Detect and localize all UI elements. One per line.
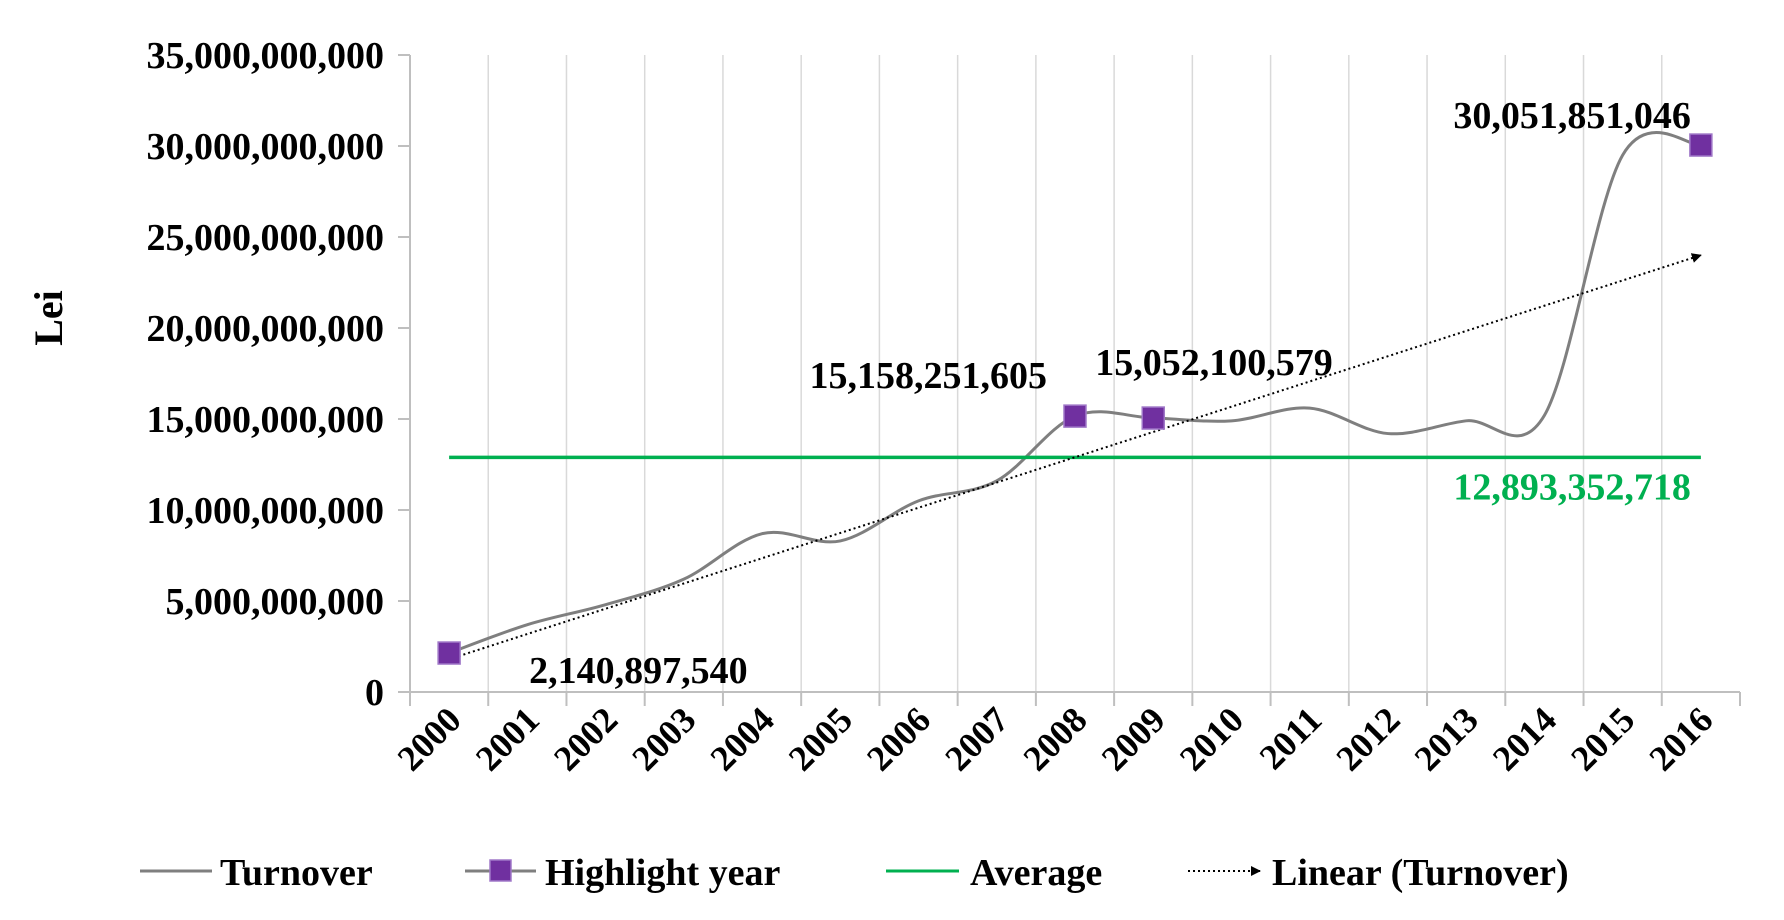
x-tick-label-2003: 2003	[624, 699, 703, 778]
legend-swatch-highlight-marker	[489, 859, 512, 882]
y-tick-label-7: 35,000,000,000	[147, 35, 385, 77]
x-tick-label-2015: 2015	[1563, 699, 1642, 778]
x-tick-label-2006: 2006	[859, 699, 938, 778]
data-label-3: 30,051,851,046	[1453, 95, 1691, 137]
y-tick-label-6: 30,000,000,000	[147, 126, 385, 168]
x-tick-label-2010: 2010	[1172, 699, 1251, 778]
y-tick-label-3: 15,000,000,000	[147, 399, 385, 441]
x-tick-label-2004: 2004	[703, 699, 782, 778]
x-tick-label-2008: 2008	[1015, 699, 1094, 778]
x-tick-label-2009: 2009	[1094, 699, 1173, 778]
legend-label-linear: Linear (Turnover)	[1272, 852, 1569, 894]
x-tick-label-2007: 2007	[937, 699, 1016, 778]
legend: Turnover Highlight year Average Linear (…	[140, 852, 1569, 894]
y-tick-label-2: 10,000,000,000	[147, 490, 385, 532]
series-line-turnover	[448, 131, 1702, 655]
x-tick-label-2011: 2011	[1252, 699, 1330, 777]
x-tick-label-2016: 2016	[1641, 699, 1720, 778]
data-label-2: 15,052,100,579	[1095, 342, 1333, 384]
data-label-1: 15,158,251,605	[810, 355, 1048, 397]
legend-entry-average: Average	[886, 852, 1102, 894]
x-tick-label-2013: 2013	[1407, 699, 1486, 778]
y-tick-label-1: 5,000,000,000	[166, 581, 385, 623]
legend-label-turnover: Turnover	[220, 852, 373, 894]
highlight-marker-2000	[437, 641, 461, 665]
legend-entry-highlight-year: Highlight year	[465, 852, 781, 894]
y-axis-title: Lei	[26, 290, 71, 346]
legend-entry-turnover: Turnover	[140, 852, 373, 894]
x-tick-label-2014: 2014	[1485, 699, 1564, 778]
x-tick-label-2000: 2000	[390, 699, 469, 778]
x-tick-label-2012: 2012	[1328, 699, 1407, 778]
series-line-linear-trend	[448, 253, 1702, 661]
highlight-marker-2008	[1063, 404, 1087, 428]
y-tick-label-4: 20,000,000,000	[147, 308, 385, 350]
y-tick-label-0: 0	[365, 672, 384, 714]
data-label-0: 2,140,897,540	[529, 650, 748, 692]
x-tick-label-2002: 2002	[546, 699, 625, 778]
highlight-marker-2009	[1141, 406, 1165, 430]
legend-entry-linear: Linear (Turnover)	[1188, 852, 1569, 894]
legend-label-highlight-year: Highlight year	[545, 852, 781, 894]
data-label-4: 12,893,352,718	[1453, 466, 1691, 508]
x-tick-label-2001: 2001	[468, 699, 547, 778]
y-tick-label-5: 25,000,000,000	[147, 217, 385, 259]
x-tick-label-2005: 2005	[781, 699, 860, 778]
highlight-marker-2016	[1689, 133, 1713, 157]
legend-label-average: Average	[970, 852, 1102, 894]
